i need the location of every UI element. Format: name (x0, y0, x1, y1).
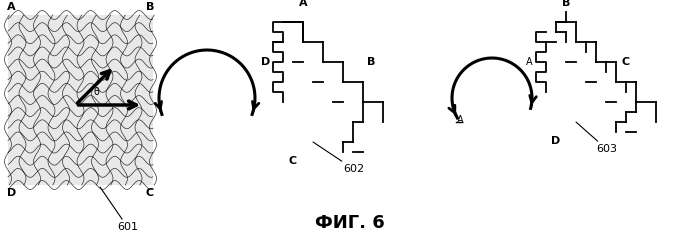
Text: θ: θ (94, 87, 99, 97)
Text: 601: 601 (100, 187, 138, 232)
Text: D: D (260, 57, 270, 67)
Text: ФИГ. 6: ФИГ. 6 (315, 214, 385, 232)
Text: C: C (146, 188, 154, 198)
Text: C: C (289, 156, 297, 166)
Text: 602: 602 (313, 142, 364, 174)
Text: D: D (552, 136, 561, 146)
Text: 603: 603 (576, 122, 617, 154)
Text: A: A (7, 2, 15, 12)
Text: A: A (457, 115, 463, 125)
Text: B: B (562, 0, 570, 8)
Text: B: B (367, 57, 375, 67)
Text: C: C (622, 57, 630, 67)
Text: A: A (526, 57, 533, 67)
Text: A: A (299, 0, 307, 8)
Bar (8, 15, 153, 185)
Text: B: B (146, 2, 154, 12)
Text: D: D (7, 188, 16, 198)
